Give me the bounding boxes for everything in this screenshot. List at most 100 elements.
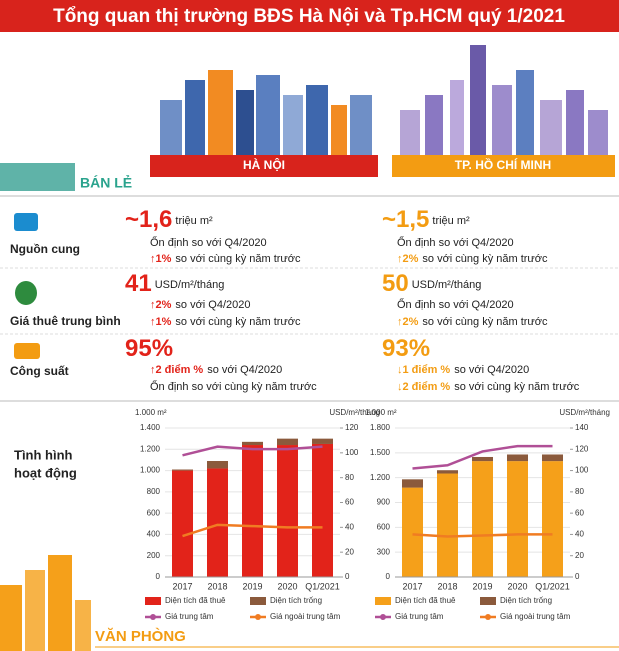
y-tick-label: 800 [147,487,161,496]
legend-label: Giá ngoài trung tâm [270,612,341,621]
legend-label: Diện tích đã thuê [165,596,226,605]
bar-segment [312,443,333,577]
line-series [412,533,553,538]
y-tick-label: 600 [147,508,161,517]
note-text: Ổn định so với cùng kỳ năm trước [150,380,317,393]
y2-axis-title: USD/m²/tháng [329,408,380,417]
big-value: ~1,6 [125,206,172,233]
x-tick-label: 2018 [437,581,457,591]
x-tick-label: Q1/2021 [305,581,340,591]
legend-label: Diện tích đã thuê [395,596,456,605]
legend-label: Giá ngoài trung tâm [500,612,571,621]
x-tick-label: 2019 [472,581,492,591]
x-tick-label: Q1/2021 [535,581,570,591]
y-axis-title: 1.000 m² [135,408,167,417]
bar-segment [402,487,423,577]
bar-segment [207,468,228,577]
bar-segment [402,479,423,488]
big-value: 50 [382,270,409,297]
legend-label: Giá trung tâm [395,612,444,621]
note-text: so với cùng kỳ năm trước [454,381,580,393]
y2-tick-label: 0 [575,572,580,581]
bar-segment [542,454,563,462]
y2-tick-label: 40 [345,522,354,531]
legend-label: Diện tích trống [500,596,552,605]
office-skyline [0,555,91,651]
metric-value: 41 USD/m²/tháng [125,270,224,297]
legend-label: Diện tích trống [270,596,322,605]
city-label: TP. HỒ CHÍ MINH [455,157,551,172]
y-tick-label: 300 [377,547,391,556]
metric-label: Nguồn cung [10,242,80,256]
note-text: so với Q4/2020 [175,299,250,311]
y2-tick-label: 80 [575,487,584,496]
metric-label: Giá thuê trung bình [10,314,121,328]
y-tick-label: 1.000 [140,466,161,475]
big-value: 41 [125,270,152,297]
legend-label: Giá trung tâm [165,612,214,621]
y2-tick-label: 20 [575,551,584,560]
line-series [412,444,553,470]
bar-segment [172,469,193,471]
note-text: so với cùng kỳ năm trước [175,316,301,328]
bar-segment [507,461,528,577]
note: ↑1% so với cùng kỳ năm trước [150,316,301,328]
section-title: VĂN PHÒNG [95,627,186,645]
bar-segment [207,460,228,469]
note: ↑2 điểm % so với Q4/2020 [150,364,282,376]
note: ↓2 điểm % so với cùng kỳ năm trước [397,381,580,393]
note: ↓1 điểm % so với Q4/2020 [397,364,529,376]
change: ↑1% [150,253,172,265]
y-tick-label: 0 [156,572,161,581]
y2-tick-label: 60 [575,508,584,517]
legend-swatch [145,597,161,605]
note-text: so với Q4/2020 [454,364,529,376]
supply-icon [14,213,38,231]
legend-swatch [255,614,261,620]
y2-tick-label: 140 [575,423,589,432]
hcm-skyline [392,45,615,177]
y-axis-title: 1.000 m² [365,408,397,417]
note-text: so với cùng kỳ năm trước [422,253,548,265]
y-tick-label: 400 [147,530,161,539]
note-text: so với Q4/2020 [207,364,282,376]
legend-swatch [250,597,266,605]
note: ↑2% so với cùng kỳ năm trước [397,316,548,328]
hanoi-skyline [150,70,378,177]
unit: USD/m²/tháng [412,279,482,291]
bar-segment [472,456,493,462]
x-tick-label: 2017 [172,581,192,591]
y2-tick-label: 100 [575,466,589,475]
note: Ổn định so với Q4/2020 [150,236,267,249]
note: ↑1% so với cùng kỳ năm trước [150,253,301,265]
y2-tick-label: 120 [345,423,359,432]
change: ↑2% [397,316,419,328]
y-tick-label: 0 [386,572,391,581]
bar-segment [242,441,263,446]
legend-swatch [485,614,491,620]
unit: triệu m² [175,215,213,227]
metric-value: 50 USD/m²/tháng [382,270,481,297]
legend-swatch [480,597,496,605]
rent-icon [15,281,37,305]
unit: USD/m²/tháng [155,279,225,291]
change: ↑2% [397,253,419,265]
big-value: 95% [125,335,173,362]
note-text: Ổn định so với Q4/2020 [150,236,267,249]
y2-tick-label: 100 [345,448,359,457]
note: Ổn định so với Q4/2020 [397,236,514,249]
change: ↑2% [150,299,172,311]
y-tick-label: 1.200 [370,473,391,482]
x-tick-label: 2017 [402,581,422,591]
legend-swatch [380,614,386,620]
y-tick-label: 200 [147,551,161,560]
change: ↓1 điểm % [397,364,450,376]
bar-segment [312,438,333,444]
metric-value: 95% [125,335,173,362]
line-series [182,523,323,538]
city-label: HÀ NỘI [243,157,285,172]
note: ↑2% so với cùng kỳ năm trước [397,253,548,265]
bar-segment [277,438,298,446]
y-tick-label: 1.500 [370,448,391,457]
